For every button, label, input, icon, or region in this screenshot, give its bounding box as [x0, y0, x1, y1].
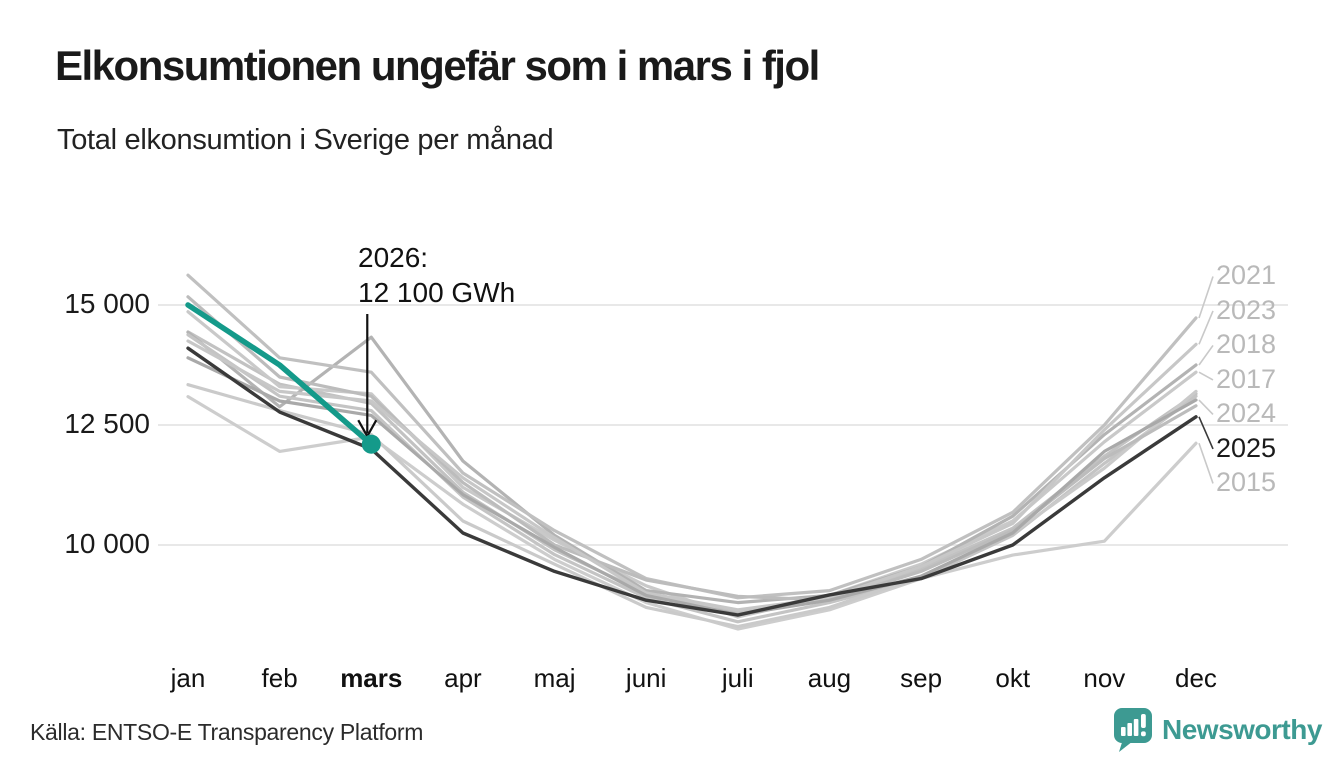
- year-label-2024: 2024: [1216, 398, 1277, 429]
- series-line-2026: [185, 302, 375, 447]
- label-leader-2017: [1198, 371, 1214, 381]
- series-line-2022: [186, 295, 1198, 602]
- x-axis-label-sep: sep: [900, 663, 943, 693]
- year-label-2015: 2015: [1216, 467, 1277, 498]
- x-axis-label-nov: nov: [1083, 663, 1126, 693]
- year-label-2025: 2025: [1216, 432, 1277, 463]
- label-leader-2018: [1198, 344, 1214, 366]
- annotation-callout: 2026: 12 100 GWh: [358, 240, 515, 310]
- y-tick-10000: 10 000: [64, 528, 150, 559]
- page-subtitle: Total elkonsumtion i Sverige per månad: [57, 124, 554, 156]
- series-line-2016: [186, 330, 1198, 614]
- x-axis-label-dec: dec: [1175, 663, 1217, 693]
- x-axis-label-aug: aug: [807, 663, 852, 693]
- newsworthy-wordmark: Newsworthy: [1162, 713, 1322, 745]
- y-tick-15000: 15 000: [64, 288, 150, 319]
- x-axis-label-maj: maj: [533, 663, 576, 693]
- label-leader-2024: [1198, 399, 1214, 416]
- x-axis-label-feb: feb: [261, 663, 298, 693]
- year-label-2018: 2018: [1216, 329, 1277, 360]
- year-label-2021: 2021: [1216, 260, 1277, 291]
- series-line-2019: [186, 333, 1198, 624]
- source-note: Källa: ENTSO-E Transparency Platform: [30, 719, 424, 745]
- series-line-2018: [186, 330, 1198, 605]
- label-leader-2023: [1198, 310, 1214, 345]
- newsworthy-logo: Newsworthy: [1112, 706, 1322, 753]
- series-line-2015: [186, 395, 1198, 631]
- x-axis-label-apr: apr: [444, 663, 482, 693]
- year-label-2017: 2017: [1216, 363, 1277, 394]
- series-line-2025: [186, 346, 1198, 617]
- x-axis-label-mars: mars: [340, 663, 403, 693]
- series-line-2023: [186, 339, 1198, 612]
- y-tick-12500: 12 500: [64, 408, 150, 439]
- year-label-2023: 2023: [1216, 294, 1277, 325]
- x-axis-label-juni: juni: [625, 663, 667, 693]
- x-axis-label-jan: jan: [170, 663, 206, 693]
- x-axis-label-okt: okt: [995, 663, 1031, 693]
- label-leader-2021: [1198, 276, 1214, 319]
- series-line-2024: [186, 356, 1198, 617]
- annotation-value: 12 100 GWh: [358, 277, 516, 308]
- highlight-point-marker: [361, 434, 381, 454]
- label-leader-2015: [1198, 442, 1214, 484]
- label-leader-2025: [1198, 416, 1214, 450]
- annotation-year: 2026:: [358, 242, 429, 273]
- page-title: Elkonsumtionen ungefär som i mars i fjol: [55, 42, 820, 89]
- series-line-2017: [186, 310, 1198, 619]
- x-axis-label-juli: juli: [721, 663, 754, 693]
- newsworthy-pin-icon: [1114, 708, 1152, 752]
